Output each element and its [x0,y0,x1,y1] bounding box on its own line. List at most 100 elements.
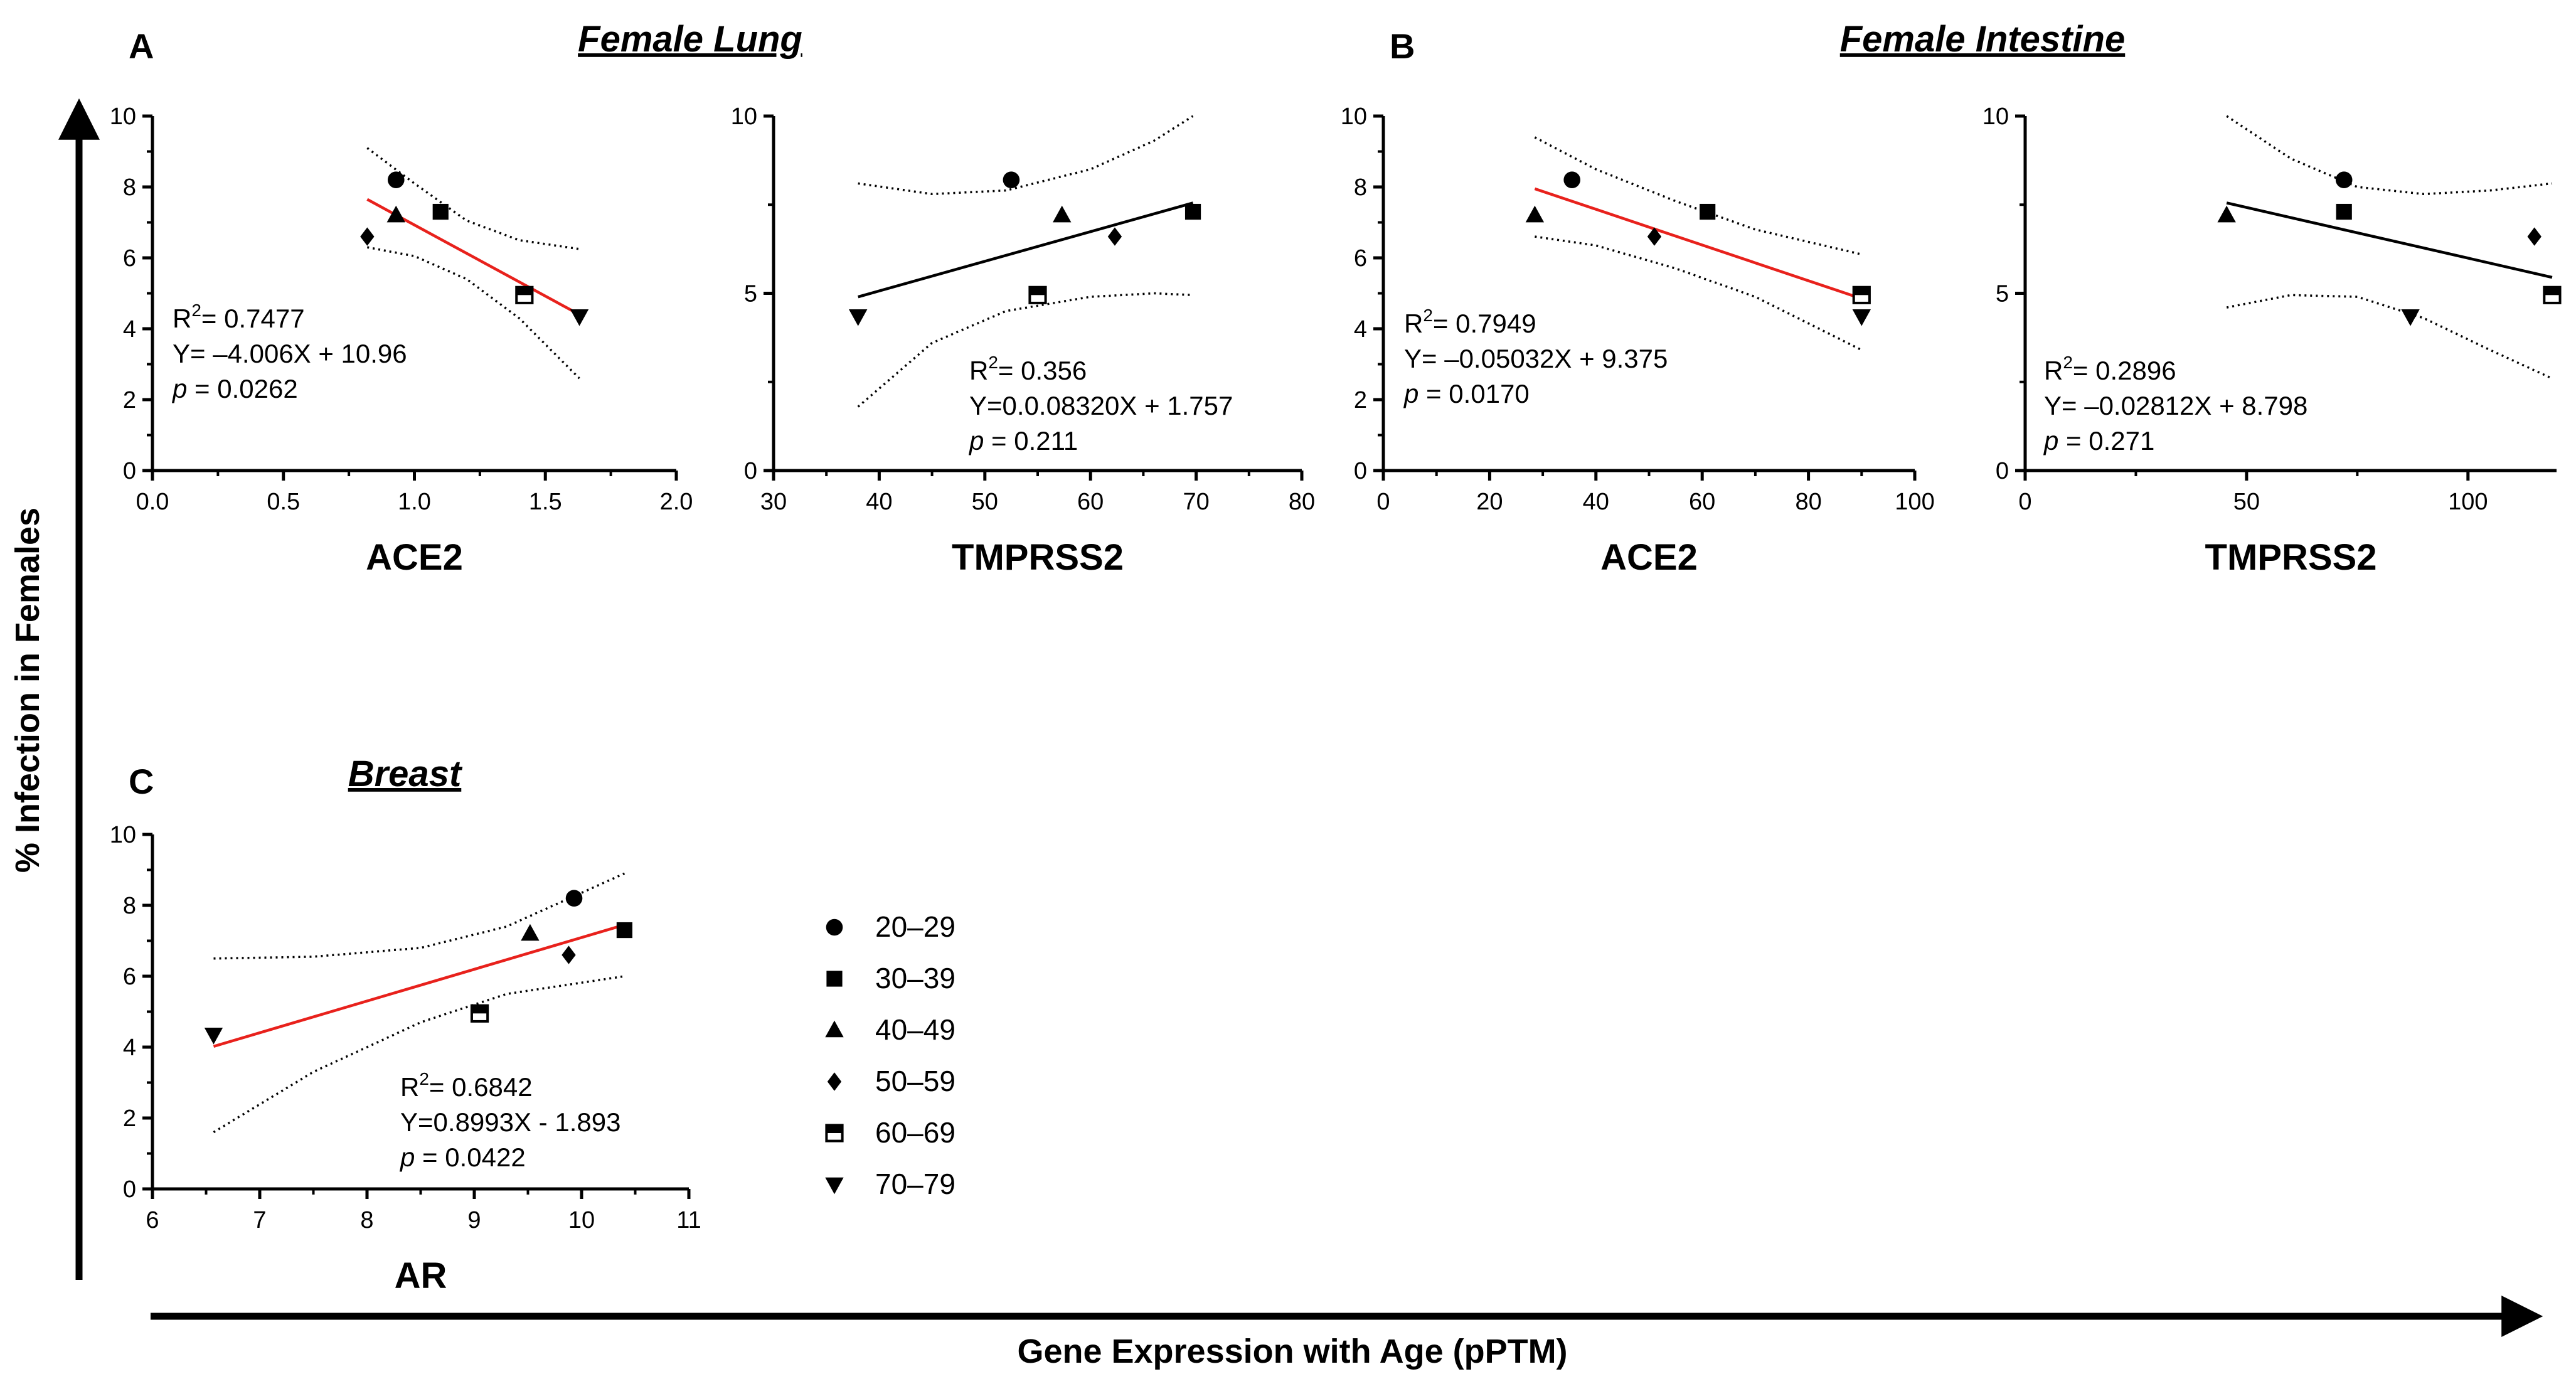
ci-lower-band [2226,294,2553,380]
y-axis-title: % Infection in Females [9,508,46,873]
data-point-60-69 [470,1004,489,1023]
legend-item: 20–29 [826,910,955,943]
x-axis-label: ACE2 [1600,537,1698,578]
ci-upper-band [1534,136,1862,256]
data-point-50-59 [562,945,576,964]
y-tick-label: 10 [1341,104,1367,130]
regression-equation: Y=0.8993X - 1.893 [400,1107,620,1137]
data-point-50-59 [1107,227,1122,246]
panel-letter-a: A [129,26,154,66]
regression-line [1534,187,1863,301]
legend-item: 50–59 [827,1065,955,1097]
data-point-40-49 [521,924,540,941]
y-tick-label: 10 [731,104,757,130]
y-tick-label: 2 [1354,387,1367,413]
legend-label: 70–79 [875,1168,955,1200]
r-squared: R2= 0.2896 [2044,353,2176,385]
y-tick-label: 0 [744,458,757,484]
legend-label: 60–69 [875,1116,955,1149]
data-point-60-69 [515,285,534,304]
x-tick-label: 10 [568,1207,595,1233]
x-tick-label: 40 [866,489,892,515]
data-point-50-59 [360,227,375,246]
legend-label: 50–59 [875,1065,955,1097]
x-tick-label: 50 [2233,489,2260,515]
data-point-70-79 [1852,309,1871,326]
plot-lung-ace2: 0 2 4 6 8 10 0.0 0.5 1.0 1.5 2.0 ACE2 R2= 0.7477 Y= –… [110,104,693,578]
x-tick-label: 0.5 [267,489,300,515]
r-squared: R2= 0.7477 [173,301,305,333]
x-tick-label: 9 [467,1207,481,1233]
x-tick-label: 11 [676,1207,701,1233]
p-value: p = 0.0262 [171,374,298,403]
y-tick-label: 6 [123,964,136,990]
regression-equation: Y= –0.02812X + 8.798 [2044,391,2307,420]
y-tick-label: 5 [744,281,757,307]
data-point-70-79 [2401,309,2420,326]
data-point-50-59 [2527,227,2541,246]
y-tick-label: 8 [123,174,136,201]
y-tick-label: 2 [123,1105,136,1132]
p-value: p = 0.271 [2043,426,2154,455]
data-point-40-49 [386,205,405,223]
data-point-20-29 [2335,171,2353,189]
r-squared: R2= 0.6842 [400,1069,533,1102]
x-tick-label: 8 [360,1207,373,1233]
legend: 20–29 30–39 40–49 50–59 60–69 70–79 [825,910,955,1200]
plot-breast-ar: 0 2 4 6 8 10 6 7 8 9 10 11 AR R2= 0.6842 Y=0.8993X - 1… [110,822,701,1296]
y-tick-label: 4 [123,316,136,343]
legend-label: 20–29 [875,910,955,943]
data-point-30-39 [1184,203,1201,220]
y-tick-label: 8 [1354,174,1367,201]
data-point-30-39 [616,922,632,939]
legend-marker-square [826,971,843,987]
data-point-30-39 [432,203,449,220]
x-tick-label: 2.0 [660,489,693,515]
regression-equation: Y= –4.006X + 10.96 [173,339,407,368]
data-point-60-69 [1028,285,1047,304]
legend-label: 30–39 [875,962,955,994]
legend-item: 30–39 [826,962,955,994]
x-tick-label: 50 [972,489,998,515]
panel-letter-b: B [1390,26,1415,66]
y-tick-label: 0 [123,458,136,484]
legend-label: 40–49 [875,1013,955,1046]
panel-title-a: Female Lung [578,19,802,60]
data-point-40-49 [2217,205,2236,223]
y-tick-label: 4 [1354,316,1367,343]
legend-item: 40–49 [825,1013,955,1046]
data-point-40-49 [1525,205,1545,223]
x-axis-label: AR [395,1255,447,1296]
x-tick-label: 80 [1289,489,1315,515]
x-tick-label: 100 [1895,489,1934,515]
ci-upper-band [366,147,580,250]
x-tick-label: 30 [760,489,787,515]
x-tick-label: 70 [1183,489,1209,515]
y-tick-label: 6 [123,245,136,272]
data-point-20-29 [565,890,583,907]
x-axis-title: Gene Expression with Age (pPTM) [1017,1333,1567,1370]
x-tick-label: 60 [1077,489,1104,515]
ci-upper-band [858,115,1194,196]
legend-marker-triangle-up [825,1020,844,1038]
data-point-20-29 [1563,171,1580,189]
y-tick-label: 0 [1354,458,1367,484]
panel-letter-c: C [129,762,154,801]
x-tick-label: 6 [146,1207,159,1233]
x-axis-label: TMPRSS2 [2205,537,2377,578]
x-tick-label: 40 [1583,489,1609,515]
y-tick-label: 6 [1354,245,1367,272]
y-tick-label: 10 [110,822,136,848]
regression-line [858,201,1194,299]
data-point-70-79 [849,309,868,326]
legend-marker-triangle-down [825,1177,844,1195]
p-value: p = 0.0422 [399,1142,526,1172]
x-tick-label: 1.5 [529,489,562,515]
panel-title-b: Female Intestine [1840,19,2125,60]
ci-lower-band [366,246,580,380]
y-tick-label: 10 [110,104,136,130]
ci-upper-band [213,872,625,960]
